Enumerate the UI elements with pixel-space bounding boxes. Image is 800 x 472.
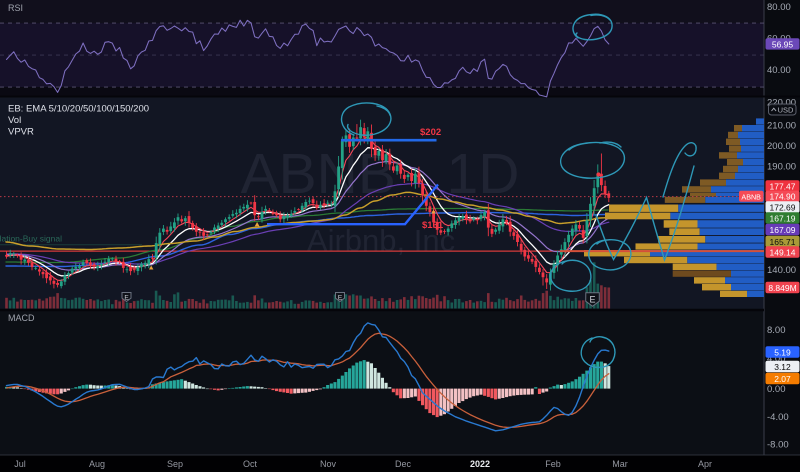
svg-text:5.19: 5.19 bbox=[774, 347, 791, 357]
svg-text:190.00: 190.00 bbox=[767, 162, 796, 173]
svg-text:Jul: Jul bbox=[14, 459, 26, 469]
svg-text:EB: EMA 5/10/20/50/100/150/200: EB: EMA 5/10/20/50/100/150/200 bbox=[8, 104, 149, 115]
svg-text:VPVR: VPVR bbox=[8, 127, 34, 138]
svg-text:210.00: 210.00 bbox=[767, 120, 796, 131]
svg-text:165.71: 165.71 bbox=[770, 237, 796, 247]
svg-text:Mar: Mar bbox=[612, 459, 628, 469]
svg-text:3.12: 3.12 bbox=[774, 362, 791, 372]
svg-text:Apr: Apr bbox=[698, 459, 712, 469]
svg-text:E: E bbox=[589, 295, 595, 305]
svg-text:Vol: Vol bbox=[8, 115, 21, 126]
svg-text:Airbnb, Inc: Airbnb, Inc bbox=[307, 223, 455, 258]
svg-text:80.00: 80.00 bbox=[767, 2, 791, 13]
svg-text:RSI: RSI bbox=[8, 3, 23, 13]
svg-text:MACD: MACD bbox=[8, 313, 35, 323]
svg-text:8.849M: 8.849M bbox=[768, 283, 796, 293]
svg-text:8.00: 8.00 bbox=[767, 325, 786, 336]
svg-text:174.90: 174.90 bbox=[770, 192, 796, 202]
svg-text:Nov: Nov bbox=[320, 459, 337, 469]
svg-text:200.00: 200.00 bbox=[767, 141, 796, 152]
svg-text:167.19: 167.19 bbox=[770, 213, 796, 223]
svg-text:ABNB: ABNB bbox=[741, 192, 761, 201]
svg-text:220.00: 220.00 bbox=[767, 98, 796, 109]
svg-text:Aug: Aug bbox=[89, 459, 105, 469]
svg-text:-8.00: -8.00 bbox=[767, 440, 789, 451]
svg-text:167.09: 167.09 bbox=[770, 225, 796, 235]
svg-text:$202: $202 bbox=[420, 127, 441, 138]
svg-text:4.00: 4.00 bbox=[767, 354, 786, 365]
svg-text:E: E bbox=[124, 294, 129, 301]
svg-text:177.47: 177.47 bbox=[770, 181, 796, 191]
svg-text:E: E bbox=[338, 294, 343, 301]
svg-text:Dec: Dec bbox=[395, 459, 412, 469]
svg-text:172.69: 172.69 bbox=[770, 202, 796, 212]
svg-text:2.07: 2.07 bbox=[774, 374, 791, 384]
svg-text:40.00: 40.00 bbox=[767, 65, 791, 76]
svg-text:Sep: Sep bbox=[167, 459, 183, 469]
svg-text:-4.00: -4.00 bbox=[767, 412, 789, 423]
svg-text:2022: 2022 bbox=[470, 459, 490, 469]
svg-text:validation-Buy signal: validation-Buy signal bbox=[0, 234, 62, 244]
svg-text:149.14: 149.14 bbox=[770, 247, 796, 257]
svg-text:USD: USD bbox=[778, 106, 794, 115]
svg-text:140.00: 140.00 bbox=[767, 265, 796, 276]
svg-text:Oct: Oct bbox=[243, 459, 258, 469]
svg-text:56.95: 56.95 bbox=[772, 39, 794, 49]
svg-text:$161: $161 bbox=[422, 220, 444, 231]
svg-text:Feb: Feb bbox=[545, 459, 561, 469]
svg-text:0.00: 0.00 bbox=[767, 384, 786, 395]
